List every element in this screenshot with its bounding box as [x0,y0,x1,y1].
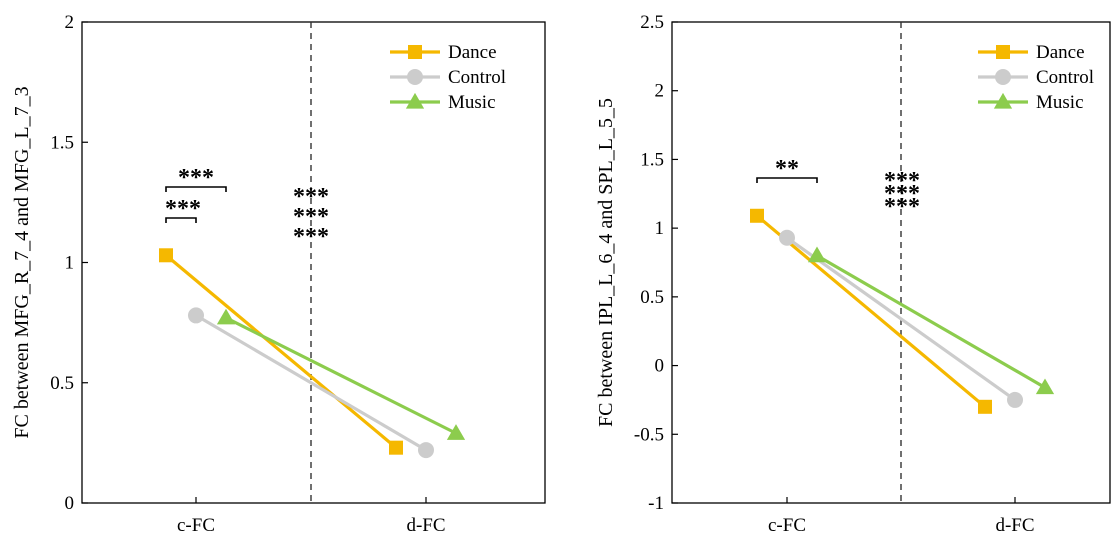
data-point-dance [978,399,992,414]
y-tick-label: 1.5 [640,149,664,170]
data-point-music [807,246,827,263]
legend-label: Music [448,92,496,113]
x-tick-label: c-FC [177,515,215,536]
y-tick-label: 2.5 [640,12,664,33]
y-tick-label: -0.5 [634,424,664,445]
chart-panel-left: 0 0.5 1 1.5 2 c-FC d-FC FC between MFG_R_7_4 an… [11,12,546,536]
y-tick-label: -1 [648,493,664,514]
data-point-dance [389,440,403,455]
y-tick-label: 2 [65,12,75,33]
y-tick-label: 1 [655,218,665,239]
legend-marker [993,92,1013,109]
series-line-dance [164,254,398,449]
x-tick-label: d-FC [995,515,1034,536]
x-tick-label: c-FC [768,515,806,536]
legend-marker [408,45,422,59]
significance-bracket [165,217,197,223]
significance-stars: *** [165,196,201,222]
legend-label: Dance [448,42,497,63]
data-point-dance [159,248,173,263]
significance-stars: *** [884,168,920,194]
significance-stars: *** [884,181,920,207]
data-point-music [446,424,466,440]
y-tick-label: 0 [655,356,665,377]
series-line-music [816,254,1046,389]
legend-marker [407,69,423,85]
legend-label: Music [1036,92,1084,113]
data-point-music [1035,378,1055,395]
data-point-control [779,229,795,246]
y-axis-title: FC between MFG_R_7_4 and MFG_L_7_3 [11,86,33,438]
significance-stars: ** [775,156,799,182]
significance-stars: *** [293,184,329,210]
y-tick-label: 1 [65,253,75,274]
y-tick-label: 0 [65,493,75,514]
y-tick-label: 0.5 [640,287,664,308]
legend-label: Control [448,67,506,88]
legend-marker [405,92,425,109]
legend-marker [996,45,1010,59]
x-tick-label: d-FC [406,515,445,536]
data-point-control [188,307,204,324]
series-line-music [225,316,457,435]
legend-label: Dance [1036,42,1085,63]
significance-bracket [165,186,227,192]
significance-stars: *** [293,204,329,230]
y-tick-label: 2 [655,81,665,102]
axes-box [671,21,1111,504]
series-line-dance [755,214,987,409]
data-point-control [1007,391,1023,408]
significance-bracket [756,177,818,183]
legend-label: Control [1036,67,1094,88]
data-point-control [418,442,434,459]
series-line-control [786,236,1016,402]
legend-marker [995,69,1011,85]
significance-stars: *** [178,165,214,191]
data-point-music [216,308,236,325]
y-tick-label: 1.5 [50,132,74,153]
y-tick-label: 0.5 [50,373,74,394]
series-line-control [195,314,427,452]
significance-stars: *** [293,224,329,250]
y-axis-title: FC between IPL_L_6_4 and SPL_L_5_5 [595,98,617,427]
chart-panel-right: -1 -0.5 0 0.5 1 1.5 2 2.5 c-FC d-FC FC between IPL… [595,12,1111,536]
data-point-dance [750,208,764,223]
significance-stars: *** [884,194,920,220]
